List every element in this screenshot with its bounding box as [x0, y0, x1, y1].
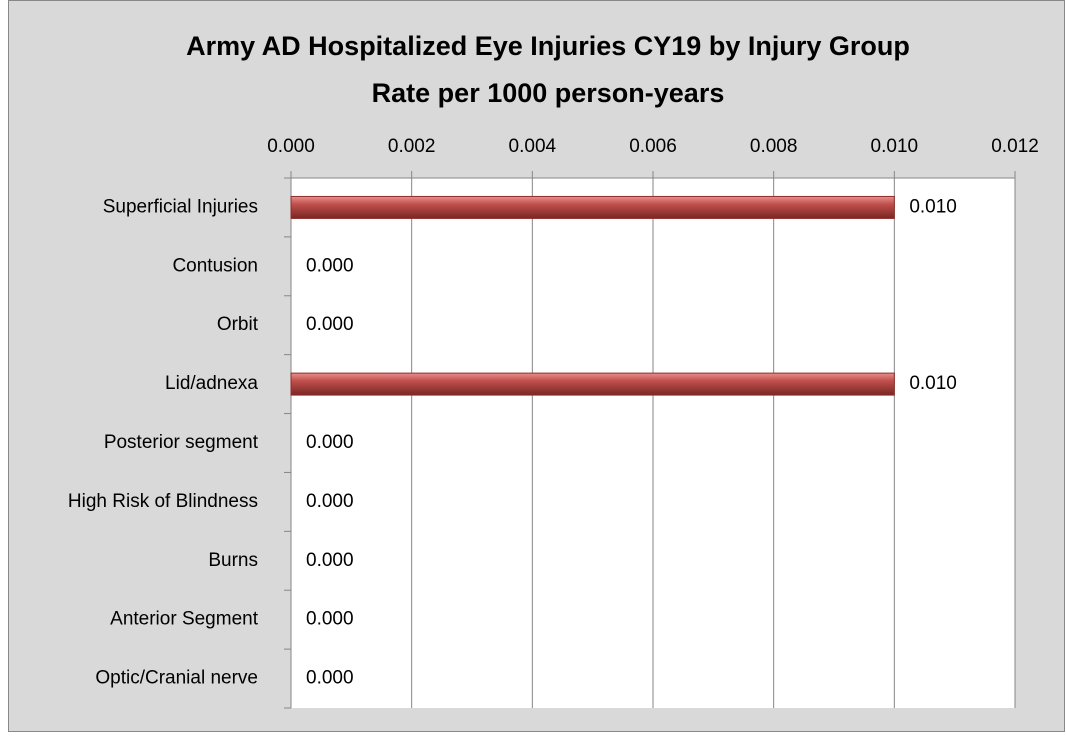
- data-label: 0.010: [909, 373, 957, 394]
- x-tick-label: 0.006: [629, 136, 677, 157]
- y-tick-label: Burns: [208, 550, 258, 571]
- x-tick-label: 0.004: [509, 136, 557, 157]
- x-tick-label: 0.008: [750, 136, 798, 157]
- bar: [290, 195, 895, 219]
- y-tick-label: Anterior Segment: [110, 609, 259, 630]
- data-label: 0.000: [306, 432, 354, 453]
- data-label: 0.010: [909, 196, 957, 217]
- data-label: 0.000: [306, 491, 354, 512]
- data-label: 0.000: [306, 314, 354, 335]
- chart-subtitle: Rate per 1000 person-years: [372, 78, 725, 108]
- x-tick-label: 0.002: [388, 136, 436, 157]
- x-tick-label: 0.010: [871, 136, 919, 157]
- y-tick-label: Contusion: [172, 255, 258, 276]
- y-tick-label: Posterior segment: [104, 432, 259, 453]
- data-label: 0.000: [306, 255, 354, 276]
- x-tick-label: 0.000: [267, 136, 315, 157]
- data-label: 0.000: [306, 668, 354, 689]
- data-label: 0.000: [306, 550, 354, 571]
- x-tick-label: 0.012: [991, 136, 1039, 157]
- y-tick-label: Lid/adnexa: [165, 373, 258, 394]
- chart-title: Army AD Hospitalized Eye Injuries CY19 b…: [186, 31, 910, 61]
- bar: [290, 372, 895, 396]
- y-tick-label: Optic/Cranial nerve: [95, 668, 258, 689]
- data-label: 0.000: [306, 609, 354, 630]
- y-tick-label: Orbit: [217, 314, 259, 335]
- y-tick-label: Superficial Injuries: [103, 196, 258, 217]
- y-tick-label: High Risk of Blindness: [68, 491, 258, 512]
